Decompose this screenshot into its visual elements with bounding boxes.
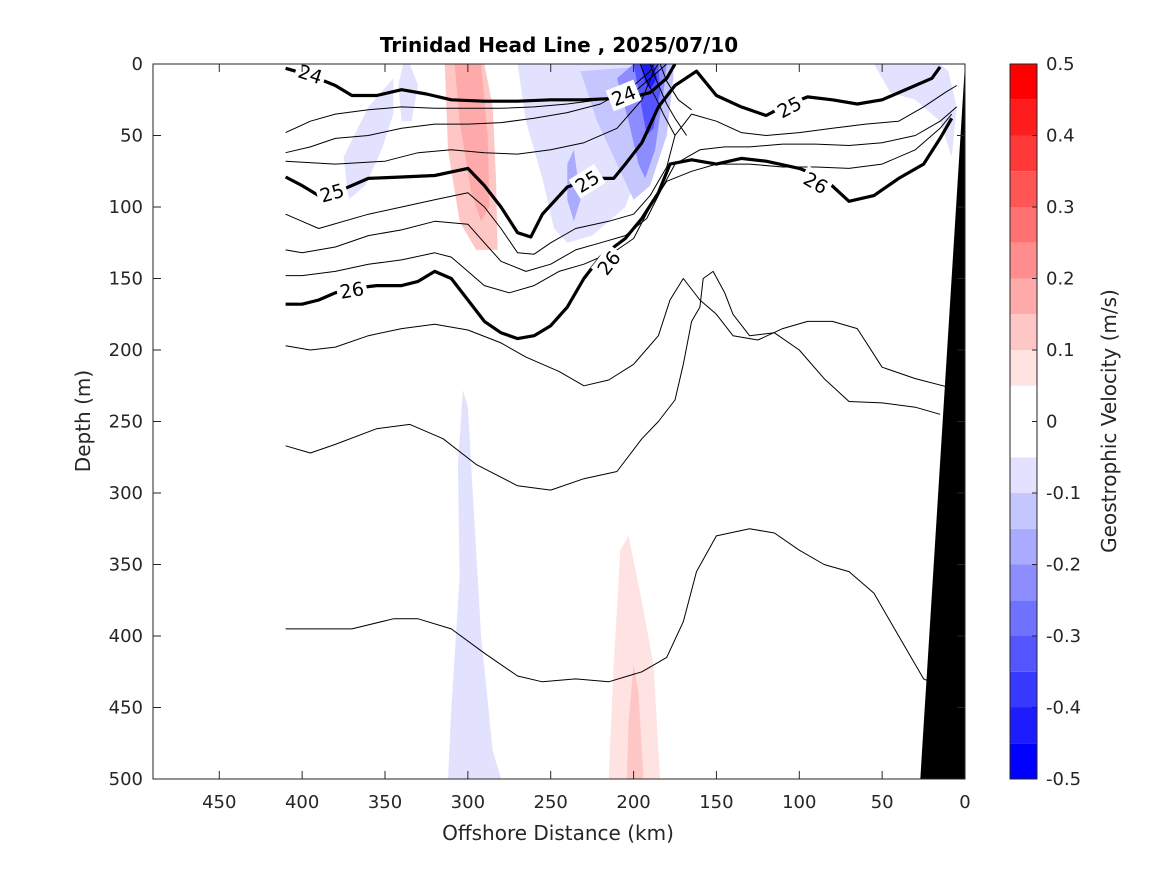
colorbar-band-8 xyxy=(1010,457,1037,493)
colorbar-band-4 xyxy=(1010,600,1037,636)
x-tick-label-5: 200 xyxy=(616,792,650,813)
x-tick-label-9: 0 xyxy=(959,792,970,813)
x-tick-label-1: 400 xyxy=(285,792,319,813)
colorbar-band-5 xyxy=(1010,564,1037,601)
colorbar-tick-label-2: 0.3 xyxy=(1046,197,1075,218)
colorbar-band-2 xyxy=(1010,671,1037,708)
velocity-patch-13 xyxy=(741,64,770,93)
isopycnal-6 xyxy=(285,106,958,272)
y-tick-label-3: 150 xyxy=(109,269,143,290)
colorbar-band-12 xyxy=(1010,278,1037,315)
contour-label-bg-6 xyxy=(590,244,627,282)
velocity-patch-16 xyxy=(448,390,501,779)
contour-label-bg-7 xyxy=(797,165,835,200)
colorbar-tick-label-5: 0 xyxy=(1046,412,1057,433)
contour-label-5: 26 xyxy=(338,278,366,304)
y-tick-label-10: 500 xyxy=(109,769,143,790)
isopycnal-9 xyxy=(285,278,949,388)
colorbar-band-1 xyxy=(1010,707,1037,744)
seafloor-shape xyxy=(920,64,965,779)
contour-label-bg-5 xyxy=(335,276,369,304)
velocity-patch-14 xyxy=(807,64,853,157)
colorbar-band-17 xyxy=(1010,99,1037,136)
y-tick-label-5: 250 xyxy=(109,412,143,433)
isopycnal-bold-4 xyxy=(284,65,942,239)
colorbar-tick-label-7: -0.2 xyxy=(1046,555,1081,576)
y-tick-label-7: 350 xyxy=(109,555,143,576)
isopycnal-13 xyxy=(649,64,688,136)
velocity-patch-15 xyxy=(873,64,957,157)
colorbar: 0.5 0.4 0.3 0.2 0.1 0 -0.1 -0.2 -0.3 -0.4 -0.5 xyxy=(1009,54,1081,790)
isopycnal-10 xyxy=(285,270,941,491)
colorbar-band-10 xyxy=(1010,350,1037,386)
contour-label-bg-2 xyxy=(314,177,350,208)
x-tick-label-3: 300 xyxy=(451,792,485,813)
y-tick-label-4: 200 xyxy=(109,340,143,361)
x-tick-label-0: 450 xyxy=(202,792,236,813)
colorbar-band-0 xyxy=(1010,743,1037,779)
bathymetry xyxy=(920,64,965,779)
isopycnal-5 xyxy=(285,85,957,255)
contour-label-bg-0 xyxy=(292,58,329,90)
colorbar-band-16 xyxy=(1010,135,1037,172)
velocity-patch-0 xyxy=(282,68,294,150)
y-axis: 0 50 100 150 200 250 300 350 400 450 500 xyxy=(109,54,965,790)
contour-label-bg-1 xyxy=(605,79,642,112)
colorbar-label: Geostrophic Velocity (m/s) xyxy=(1097,289,1121,553)
colorbar-band-14 xyxy=(1010,207,1037,243)
y-tick-label-1: 50 xyxy=(120,126,143,147)
y-tick-label-6: 300 xyxy=(109,483,143,504)
velocity-patch-19 xyxy=(626,664,644,779)
colorbar-tick-label-3: 0.2 xyxy=(1046,269,1075,290)
colorbar-band-15 xyxy=(1010,171,1037,207)
colorbar-band-11 xyxy=(1010,314,1037,350)
y-tick-label-2: 100 xyxy=(109,197,143,218)
colorbar-band-18 xyxy=(1010,64,1037,100)
velocity-patch-12 xyxy=(675,135,692,236)
x-tick-label-2: 350 xyxy=(368,792,402,813)
isopycnal-3 xyxy=(285,64,659,165)
chart-title: Trinidad Head Line , 2025/07/10 xyxy=(380,33,738,57)
contour-label-bg-3 xyxy=(568,163,606,199)
x-axis-label: Offshore Distance (km) xyxy=(442,821,674,845)
y-tick-label-0: 0 xyxy=(132,54,143,75)
colorbar-band-6 xyxy=(1010,528,1037,565)
y-tick-label-8: 400 xyxy=(109,626,143,647)
x-tick-label-8: 50 xyxy=(871,792,894,813)
colorbar-band-7 xyxy=(1010,493,1037,529)
colorbar-band-13 xyxy=(1010,242,1037,279)
isopycnal-12 xyxy=(639,64,676,136)
isopycnal-11 xyxy=(285,528,941,687)
colorbar-tick-label-10: -0.5 xyxy=(1046,769,1081,790)
colorbar-tick-label-4: 0.1 xyxy=(1046,340,1075,361)
isopycnal-contours xyxy=(284,64,958,687)
colorbar-tick-label-8: -0.3 xyxy=(1046,626,1081,647)
y-axis-label: Depth (m) xyxy=(71,370,95,472)
x-axis: 450 400 350 300 250 200 150 100 50 0 xyxy=(202,64,971,813)
colorbar-tick-label-6: -0.1 xyxy=(1046,483,1081,504)
colorbar-tick-label-9: -0.4 xyxy=(1046,698,1081,719)
x-tick-label-4: 250 xyxy=(534,792,568,813)
y-tick-label-9: 450 xyxy=(109,698,143,719)
colorbar-tick-label-0: 0.5 xyxy=(1046,54,1075,75)
contour-label-bg-4 xyxy=(770,90,808,124)
isopycnal-14 xyxy=(659,64,692,111)
colorbar-tick-label-1: 0.4 xyxy=(1046,126,1075,147)
x-tick-label-7: 100 xyxy=(782,792,816,813)
x-tick-label-6: 150 xyxy=(699,792,733,813)
velocity-patch-18 xyxy=(608,535,661,779)
isopycnal-7 xyxy=(285,113,953,294)
colorbar-band-3 xyxy=(1010,636,1037,672)
isopycnal-bold-8 xyxy=(285,117,954,341)
